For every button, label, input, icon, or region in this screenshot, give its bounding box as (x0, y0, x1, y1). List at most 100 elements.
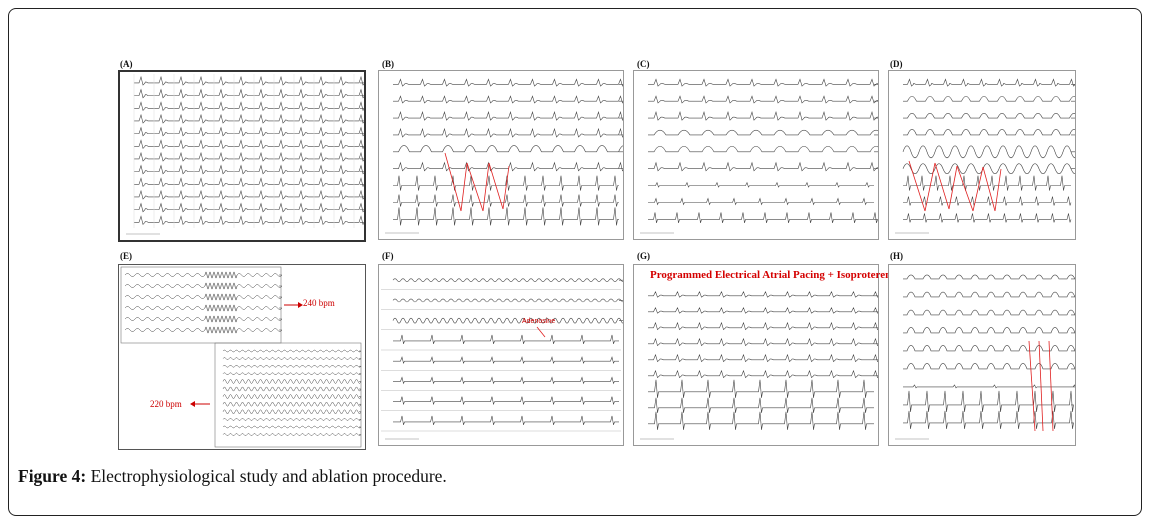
inset-bottom (214, 342, 362, 448)
ecg-trace (648, 95, 878, 104)
ecg-trace (903, 78, 1075, 87)
ecg-trace (648, 145, 878, 153)
activation-arrow (982, 166, 996, 212)
ecg-trace (648, 181, 874, 188)
panel-g-label: (G) (637, 251, 650, 261)
ecg-trace (222, 394, 362, 399)
activation-arrow (972, 166, 984, 212)
ecg-trace (134, 164, 364, 175)
ecg-trace (222, 349, 362, 353)
activation-arrow (482, 162, 490, 212)
ecg-trace (648, 129, 878, 136)
ecg-trace (903, 390, 1074, 412)
panel-e-ecg (118, 264, 366, 450)
panel-d-label: (D) (890, 59, 903, 69)
activation-arrow (536, 326, 546, 338)
ecg-trace (903, 213, 1072, 223)
ecg-trace (222, 401, 362, 407)
ecg-trace (648, 291, 878, 298)
ecg-trace (393, 396, 619, 406)
activation-arrow (488, 162, 504, 210)
ecg-trace (222, 372, 362, 376)
ecg-trace (902, 145, 1075, 159)
ecg-trace (903, 327, 1075, 334)
ecg-trace (134, 151, 364, 162)
ecg-trace (134, 88, 364, 99)
ecg-trace (648, 353, 878, 363)
ecg-trace (134, 101, 364, 112)
ecg-trace (124, 295, 206, 299)
ecg-trace (648, 321, 878, 331)
ecg-trace (392, 278, 623, 282)
ecg-trace (222, 433, 362, 436)
ecg-trace (204, 304, 238, 312)
ecg-trace (648, 379, 874, 398)
ecg-trace (124, 317, 206, 321)
ecg-trace (393, 161, 623, 172)
ecg-trace (134, 126, 364, 137)
ecg-trace (902, 163, 1075, 175)
activation-arrow (1038, 340, 1044, 432)
activation-arrow (1048, 340, 1054, 432)
ecg-trace (648, 78, 878, 87)
figure-caption-label: Figure 4: (18, 466, 87, 486)
panel-b-label: (B) (382, 59, 394, 69)
ecg-trace (903, 309, 1075, 316)
activation-arrow (502, 165, 510, 210)
ecg-trace (134, 202, 364, 213)
ecg-trace (236, 295, 283, 299)
ecg-trace (134, 189, 364, 200)
figure-caption: Figure 4: Electrophysiological study and… (18, 466, 447, 487)
ecg-trace (392, 317, 623, 324)
ecg-trace (134, 139, 364, 150)
ecg-trace (393, 194, 619, 207)
panel-e-annotation-240: 240 bpm (303, 298, 335, 308)
ecg-trace (903, 410, 1074, 429)
ecg-trace (204, 315, 238, 323)
ecg-trace (903, 96, 1075, 102)
ecg-trace (648, 307, 878, 314)
ecg-trace (134, 75, 364, 86)
ecg-trace (392, 298, 623, 303)
activation-arrow (466, 162, 484, 212)
activation-arrow (924, 162, 936, 212)
panel-e-annotation-220: 220 bpm (150, 399, 182, 409)
ecg-trace (648, 369, 878, 379)
ecg-trace (236, 328, 283, 332)
ecg-trace (124, 328, 206, 332)
ecg-trace (236, 306, 283, 310)
ecg-trace (222, 357, 362, 360)
ecg-trace (393, 207, 619, 226)
panel-f-annotation-adenosine: Adenosine (522, 318, 556, 325)
panel-f-ecg (378, 264, 624, 446)
activation-arrow (908, 160, 926, 212)
ecg-trace (204, 271, 238, 279)
ecg-trace (393, 127, 623, 138)
ecg-trace (393, 145, 623, 153)
ecg-trace (648, 411, 874, 430)
ecg-trace (393, 95, 623, 104)
ecg-trace (393, 356, 619, 364)
panel-c-label: (C) (637, 59, 650, 69)
panel-h-ecg (888, 264, 1076, 446)
activation-arrow (444, 152, 462, 212)
ecg-trace (204, 293, 238, 301)
ecg-trace (393, 175, 619, 191)
ecg-trace (903, 112, 1075, 119)
panel-c-ecg (633, 70, 879, 240)
ecg-trace (134, 177, 364, 188)
panel-d-ecg (888, 70, 1076, 240)
ecg-trace (204, 282, 238, 290)
ecg-trace (134, 113, 364, 124)
ecg-trace (204, 326, 238, 334)
ecg-trace (903, 384, 1075, 389)
panel-e-arrow-bottom (188, 398, 212, 410)
ecg-trace (393, 78, 623, 87)
activation-arrow (994, 168, 1002, 212)
activation-arrow (1028, 340, 1036, 432)
figure-caption-text: Electrophysiological study and ablation … (86, 466, 447, 486)
panel-f-label: (F) (382, 251, 394, 261)
ecg-trace (124, 273, 206, 277)
ecg-trace (648, 397, 874, 413)
panel-b-ecg (378, 70, 624, 240)
